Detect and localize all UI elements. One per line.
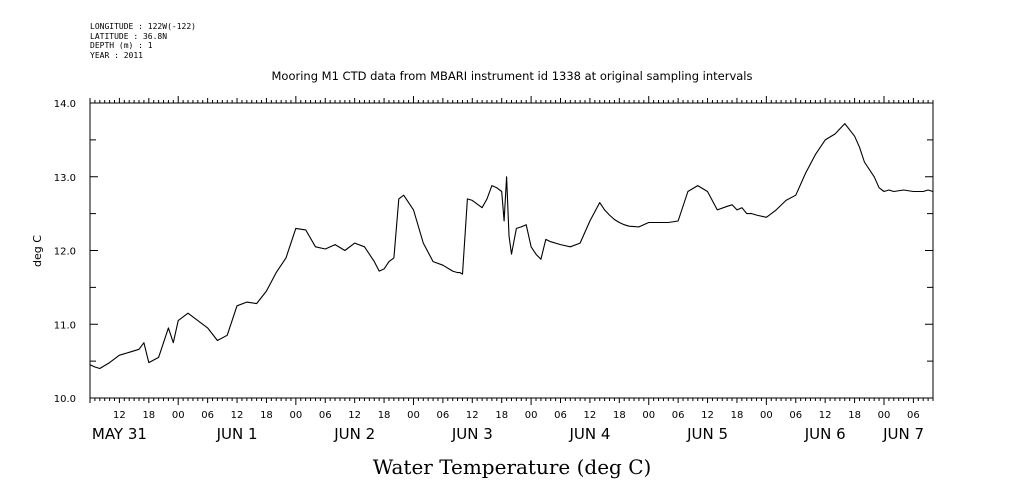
- x-hour-tick-label: 12: [819, 410, 832, 421]
- x-hour-tick-label: 12: [584, 410, 597, 421]
- y-tick-label: 12.0: [54, 247, 76, 258]
- x-hour-tick-label: 18: [260, 410, 273, 421]
- y-tick-label: 11.0: [54, 320, 76, 331]
- x-hour-tick-label: 18: [613, 410, 626, 421]
- chart-title: Mooring M1 CTD data from MBARI instrumen…: [272, 69, 753, 83]
- ticks-layer: [89, 96, 934, 405]
- temperature-series-line: [89, 123, 934, 370]
- x-hour-tick-label: 00: [760, 410, 773, 421]
- tick-labels-layer: 12 18 00 06 12 18 00 06 12 18 00 06 12 18 00 06 12 18 00 06…: [54, 99, 924, 443]
- x-hour-tick-label: 18: [378, 410, 391, 421]
- x-day-label: JUN 5: [686, 425, 728, 443]
- depth-label: DEPTH (m) : 1: [90, 41, 153, 50]
- x-hour-tick-label: 18: [495, 410, 508, 421]
- x-hour-tick-label: 00: [878, 410, 891, 421]
- x-day-label: MAY 31: [92, 425, 147, 443]
- x-day-label: JUN 3: [451, 425, 493, 443]
- x-hour-tick-label: 12: [231, 410, 244, 421]
- x-day-label: JUN 7: [882, 425, 924, 443]
- station-metadata: LONGITUDE : 122W(-122) LATITUDE : 36.8N …: [90, 22, 196, 60]
- x-hour-tick-label: 06: [789, 410, 802, 421]
- latitude-label: LATITUDE : 36.8N: [90, 31, 168, 41]
- x-hour-tick-label: 00: [525, 410, 538, 421]
- x-day-label: JUN 6: [804, 425, 846, 443]
- x-hour-tick-label: 00: [642, 410, 655, 421]
- x-day-label: JUN 4: [568, 425, 610, 443]
- x-hour-tick-label: 18: [731, 410, 744, 421]
- x-hour-tick-label: 12: [113, 410, 126, 421]
- y-tick-label: 13.0: [54, 173, 76, 184]
- x-hour-tick-label: 00: [172, 410, 185, 421]
- x-hour-tick-label: 00: [407, 410, 420, 421]
- longitude-label: LONGITUDE : 122W(-122): [90, 22, 196, 31]
- x-hour-tick-label: 06: [201, 410, 214, 421]
- x-day-label: JUN 1: [216, 425, 258, 443]
- x-hour-tick-label: 06: [319, 410, 332, 421]
- x-hour-tick-label: 18: [142, 410, 155, 421]
- y-tick-label: 14.0: [54, 99, 76, 110]
- x-axis-label: Water Temperature (deg C): [373, 455, 652, 479]
- x-day-label: JUN 2: [333, 425, 375, 443]
- x-hour-tick-label: 12: [701, 410, 714, 421]
- x-hour-tick-label: 18: [848, 410, 861, 421]
- y-axis-label: deg C: [31, 235, 44, 267]
- x-hour-tick-label: 06: [554, 410, 567, 421]
- y-tick-label: 10.0: [54, 394, 76, 405]
- x-hour-tick-label: 06: [672, 410, 685, 421]
- x-hour-tick-label: 00: [289, 410, 302, 421]
- x-hour-tick-label: 12: [348, 410, 361, 421]
- x-hour-tick-label: 06: [437, 410, 450, 421]
- year-label: YEAR : 2011: [90, 50, 143, 60]
- x-hour-tick-label: 12: [466, 410, 479, 421]
- series-layer: [89, 123, 934, 370]
- x-hour-tick-label: 06: [907, 410, 920, 421]
